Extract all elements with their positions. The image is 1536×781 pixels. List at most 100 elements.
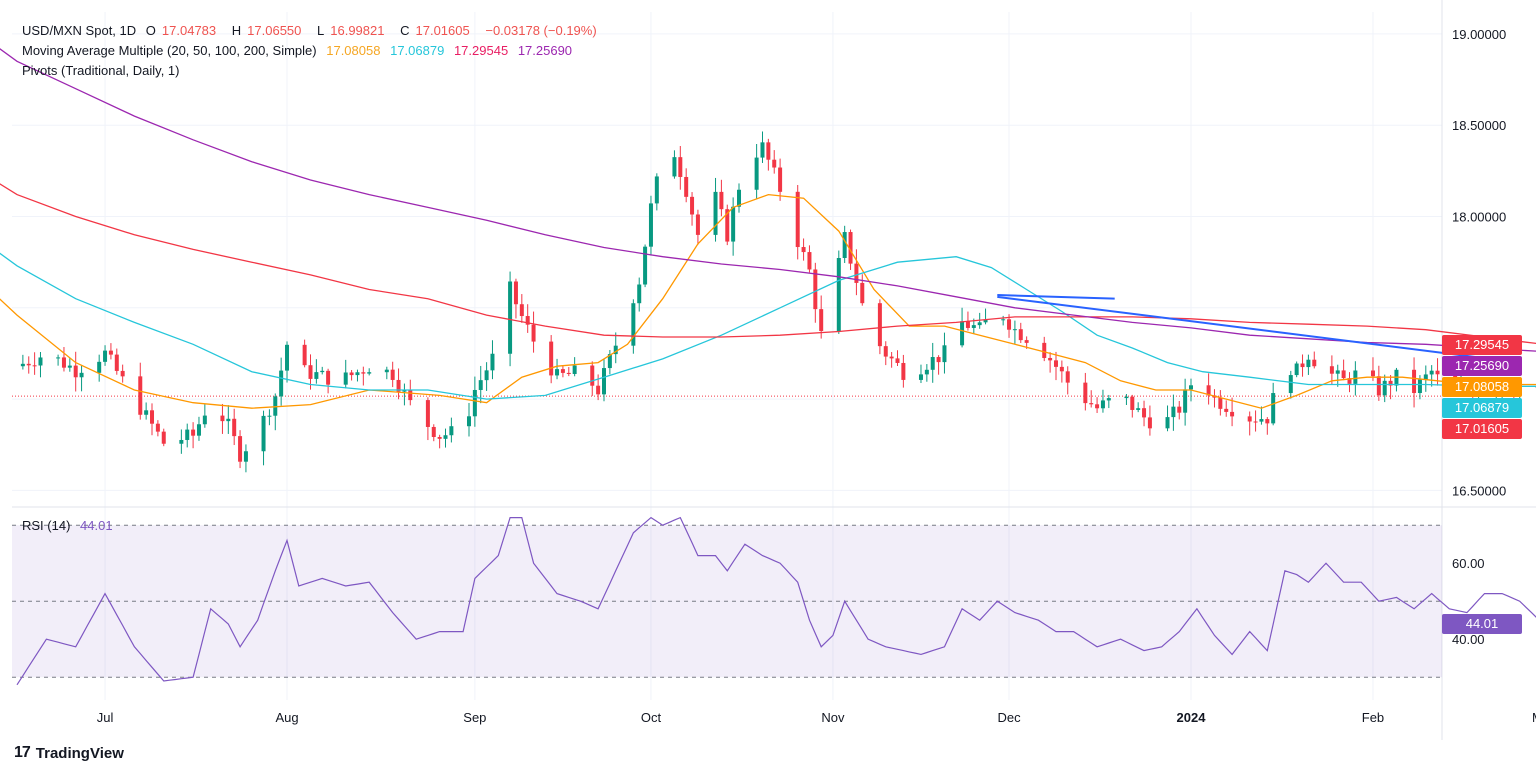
candle-body [1417,379,1422,394]
candle-body [1218,397,1223,409]
candle-body [1183,389,1188,413]
x-tick-label: Aug [275,710,298,725]
candle-body [20,363,25,367]
candle-body [38,357,43,366]
legend-pivots-label[interactable]: Pivots (Traditional, Daily, 1) [22,63,180,78]
candle-body [243,451,248,462]
candle-body [1306,359,1311,368]
candle-body [1224,408,1229,412]
candle-body [220,415,225,422]
candle-body [32,365,37,367]
candle-body [1294,363,1299,376]
rsi-tick-label: 40.00 [1452,632,1485,647]
x-tick-label: Nov [821,710,845,725]
legend-symbol[interactable]: USD/MXN Spot, 1D [22,23,137,38]
trendlines [997,294,1520,364]
legend-ma-label[interactable]: Moving Average Multiple (20, 50, 100, 20… [22,43,317,58]
candle-body [343,372,348,385]
candle-body [1024,340,1029,343]
candle-body [1429,370,1434,375]
candle-body [1335,370,1340,374]
candle-body [261,415,266,452]
resistance-trendline [997,294,1115,300]
candle-body [320,370,325,373]
candle-body [138,376,143,415]
candle-body [472,389,477,417]
candle-body [108,350,113,355]
legend-open: O 17.04783 [145,23,217,38]
candle-body [531,324,536,342]
candle-body [202,415,207,425]
candle-body [114,354,119,371]
candle-body [1124,396,1129,399]
candle-body [1265,419,1270,424]
candle-body [983,319,988,323]
candle-body [161,431,166,444]
candle-body [654,176,659,204]
candle-body [1288,375,1293,394]
candle-body [648,203,653,247]
candle-body [1329,366,1334,374]
candle-body [1142,408,1147,418]
legend-rsi-row: RSI (14) 44.01 [22,517,119,535]
candle-body [596,385,601,395]
x-tick-label: Dec [997,710,1021,725]
ma-line-ma50 [0,252,1536,400]
candle-body [390,369,395,380]
candle-body [1048,357,1053,361]
candle-body [1165,417,1170,429]
x-tick-label: Feb [1362,710,1384,725]
candle-body [895,358,900,363]
candle-body [402,389,407,392]
candle-body [637,284,642,304]
candle-body [590,365,595,386]
candle-body [1423,374,1428,380]
x-tick-label: Mar [1532,710,1536,725]
rsi-tick-label: 60.00 [1452,556,1485,571]
candle-body [361,372,366,374]
candle-body [613,345,618,355]
candle-body [73,365,78,378]
candle-body [1247,416,1252,422]
candle-body [1382,380,1387,396]
candle-body [555,369,560,376]
candle-body [1130,396,1135,410]
candle-body [196,424,201,436]
rsi-value-tag: 44.01 [1442,613,1522,634]
candle-body [179,439,184,444]
candle-body [1376,376,1381,396]
candle-body [355,372,360,376]
candle-body [396,379,401,392]
candle-body [326,370,331,385]
candle-body [848,232,853,264]
candle-body [1042,342,1047,358]
candle-body [1388,380,1393,386]
candle-body [1189,385,1193,390]
candle-body [695,214,700,235]
candle-body [754,157,759,190]
legend-ma50: 17.06879 [390,43,445,58]
candle-body [977,322,982,326]
candle-body [807,252,812,270]
candle-body [302,344,307,366]
legend-rsi-label[interactable]: RSI (14) [22,518,71,533]
tradingview-brand[interactable]: 17 TradingView [14,744,124,762]
candle-body [719,191,724,210]
candle-body [1412,369,1417,394]
candle-body [308,365,313,379]
candle-body [819,309,824,332]
candle-body [684,176,689,197]
candle-body [860,282,865,304]
ma-line-ma200 [0,48,1536,352]
y-tick-label: 16.50000 [1452,483,1506,498]
candle-body [842,232,847,258]
candle-body [1347,378,1352,384]
candle-body [678,157,683,177]
candle-body [901,362,906,380]
legend-pivots-row: Pivots (Traditional, Daily, 1) [22,62,186,80]
candle-body [191,429,196,436]
candle-body [936,357,941,363]
candle-body [1001,319,1006,321]
candle-body [766,142,771,160]
